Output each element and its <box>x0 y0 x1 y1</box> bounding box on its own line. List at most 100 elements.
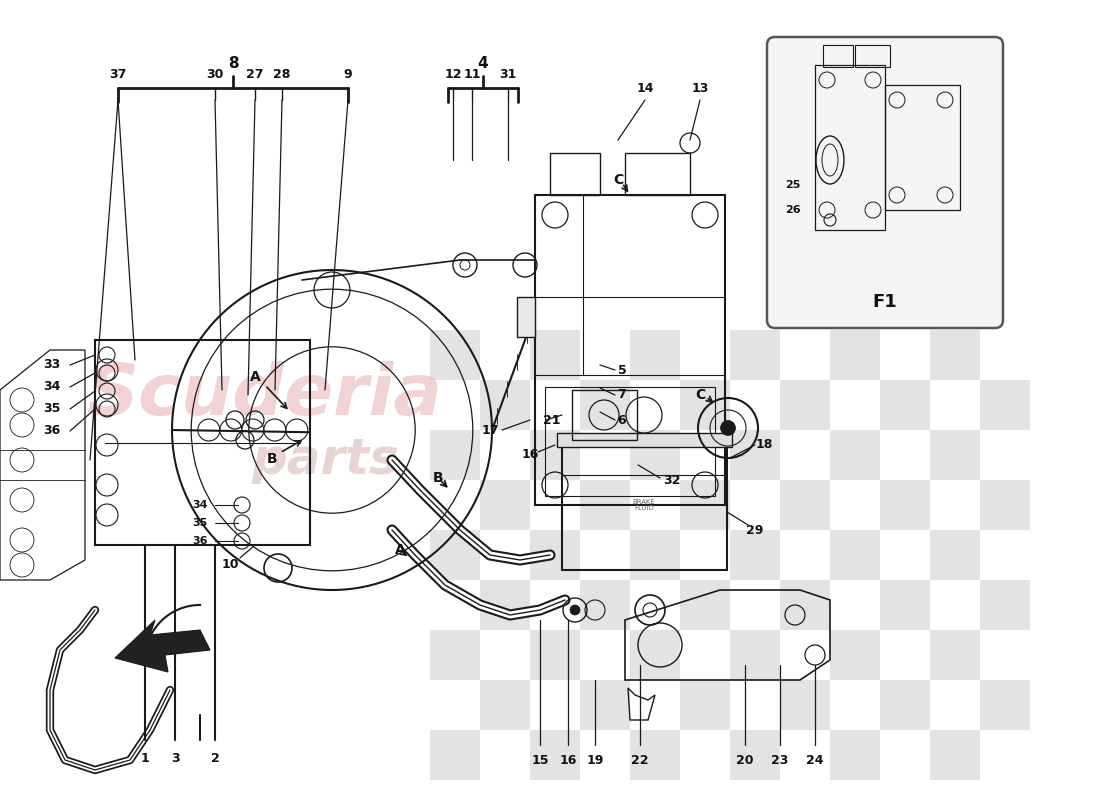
Bar <box>886 85 960 210</box>
Bar <box>730 630 780 680</box>
Bar <box>730 530 780 580</box>
Bar <box>480 480 530 530</box>
Bar <box>430 730 480 780</box>
Bar <box>830 730 880 780</box>
Bar <box>580 580 630 630</box>
Text: 8: 8 <box>228 57 239 71</box>
Bar <box>880 380 929 430</box>
Text: 15: 15 <box>531 754 549 766</box>
Text: 21: 21 <box>543 414 561 426</box>
Bar <box>780 580 830 630</box>
Text: 26: 26 <box>785 205 801 215</box>
Text: 33: 33 <box>43 358 60 371</box>
Bar <box>480 680 530 730</box>
Text: 23: 23 <box>771 754 789 766</box>
Text: 29: 29 <box>746 523 763 537</box>
Bar <box>630 630 680 680</box>
Text: 25: 25 <box>785 180 801 190</box>
Text: 35: 35 <box>192 518 208 528</box>
FancyBboxPatch shape <box>767 37 1003 328</box>
Text: 4: 4 <box>477 57 488 71</box>
Text: 30: 30 <box>207 67 223 81</box>
Bar <box>480 580 530 630</box>
Bar <box>630 330 680 380</box>
Bar <box>930 730 980 780</box>
Bar <box>930 530 980 580</box>
Bar <box>980 580 1030 630</box>
Bar <box>930 430 980 480</box>
Bar <box>95 340 310 545</box>
Bar <box>980 480 1030 530</box>
Text: 3: 3 <box>170 751 179 765</box>
Text: 36: 36 <box>43 425 60 438</box>
Bar <box>550 153 600 195</box>
Text: A: A <box>250 370 261 384</box>
Bar <box>855 45 890 67</box>
Bar <box>625 153 690 195</box>
Bar <box>480 380 530 430</box>
Text: 16: 16 <box>559 754 576 766</box>
Bar <box>680 680 730 730</box>
Text: 22: 22 <box>631 754 649 766</box>
Bar <box>830 330 880 380</box>
Bar <box>535 195 725 505</box>
Text: 14: 14 <box>636 82 653 94</box>
Bar <box>730 430 780 480</box>
Text: 20: 20 <box>736 754 754 766</box>
Bar <box>930 330 980 380</box>
Bar <box>530 430 580 480</box>
Text: 36: 36 <box>192 536 208 546</box>
Bar <box>780 480 830 530</box>
Bar <box>630 430 680 480</box>
Bar <box>830 630 880 680</box>
Text: 6: 6 <box>618 414 626 426</box>
Bar <box>572 390 637 440</box>
Bar <box>730 330 780 380</box>
Text: 7: 7 <box>617 389 626 402</box>
Text: BRAKE
FLUID: BRAKE FLUID <box>632 498 656 511</box>
Polygon shape <box>116 620 210 672</box>
Bar <box>780 380 830 430</box>
Text: 32: 32 <box>663 474 681 486</box>
Bar <box>680 480 730 530</box>
Text: 17: 17 <box>482 423 498 437</box>
Bar <box>580 380 630 430</box>
Bar <box>430 430 480 480</box>
Text: 34: 34 <box>43 381 60 394</box>
Bar <box>830 530 880 580</box>
Text: 12: 12 <box>444 67 462 81</box>
Text: 37: 37 <box>109 67 126 81</box>
Bar <box>430 630 480 680</box>
Text: C: C <box>613 173 623 187</box>
Bar <box>680 380 730 430</box>
Bar <box>580 680 630 730</box>
Text: B: B <box>266 452 277 466</box>
Bar <box>517 298 535 338</box>
Text: parts: parts <box>251 436 399 484</box>
Text: 1: 1 <box>141 751 150 765</box>
Bar <box>544 387 715 496</box>
Bar <box>530 630 580 680</box>
Text: 18: 18 <box>756 438 772 451</box>
Bar <box>815 65 886 230</box>
Text: Scuderia: Scuderia <box>87 361 443 430</box>
Text: 2: 2 <box>210 751 219 765</box>
Bar <box>980 380 1030 430</box>
Bar <box>630 730 680 780</box>
Text: 31: 31 <box>499 67 517 81</box>
Bar <box>630 530 680 580</box>
Bar <box>562 445 727 570</box>
Bar <box>980 680 1030 730</box>
Text: A: A <box>395 543 406 557</box>
Text: 28: 28 <box>273 67 290 81</box>
Bar <box>780 680 830 730</box>
Bar <box>830 430 880 480</box>
Bar <box>880 580 929 630</box>
Bar <box>530 530 580 580</box>
Bar <box>430 330 480 380</box>
Bar <box>930 630 980 680</box>
Text: 24: 24 <box>806 754 824 766</box>
Text: 27: 27 <box>246 67 264 81</box>
Bar <box>730 730 780 780</box>
Bar <box>530 330 580 380</box>
